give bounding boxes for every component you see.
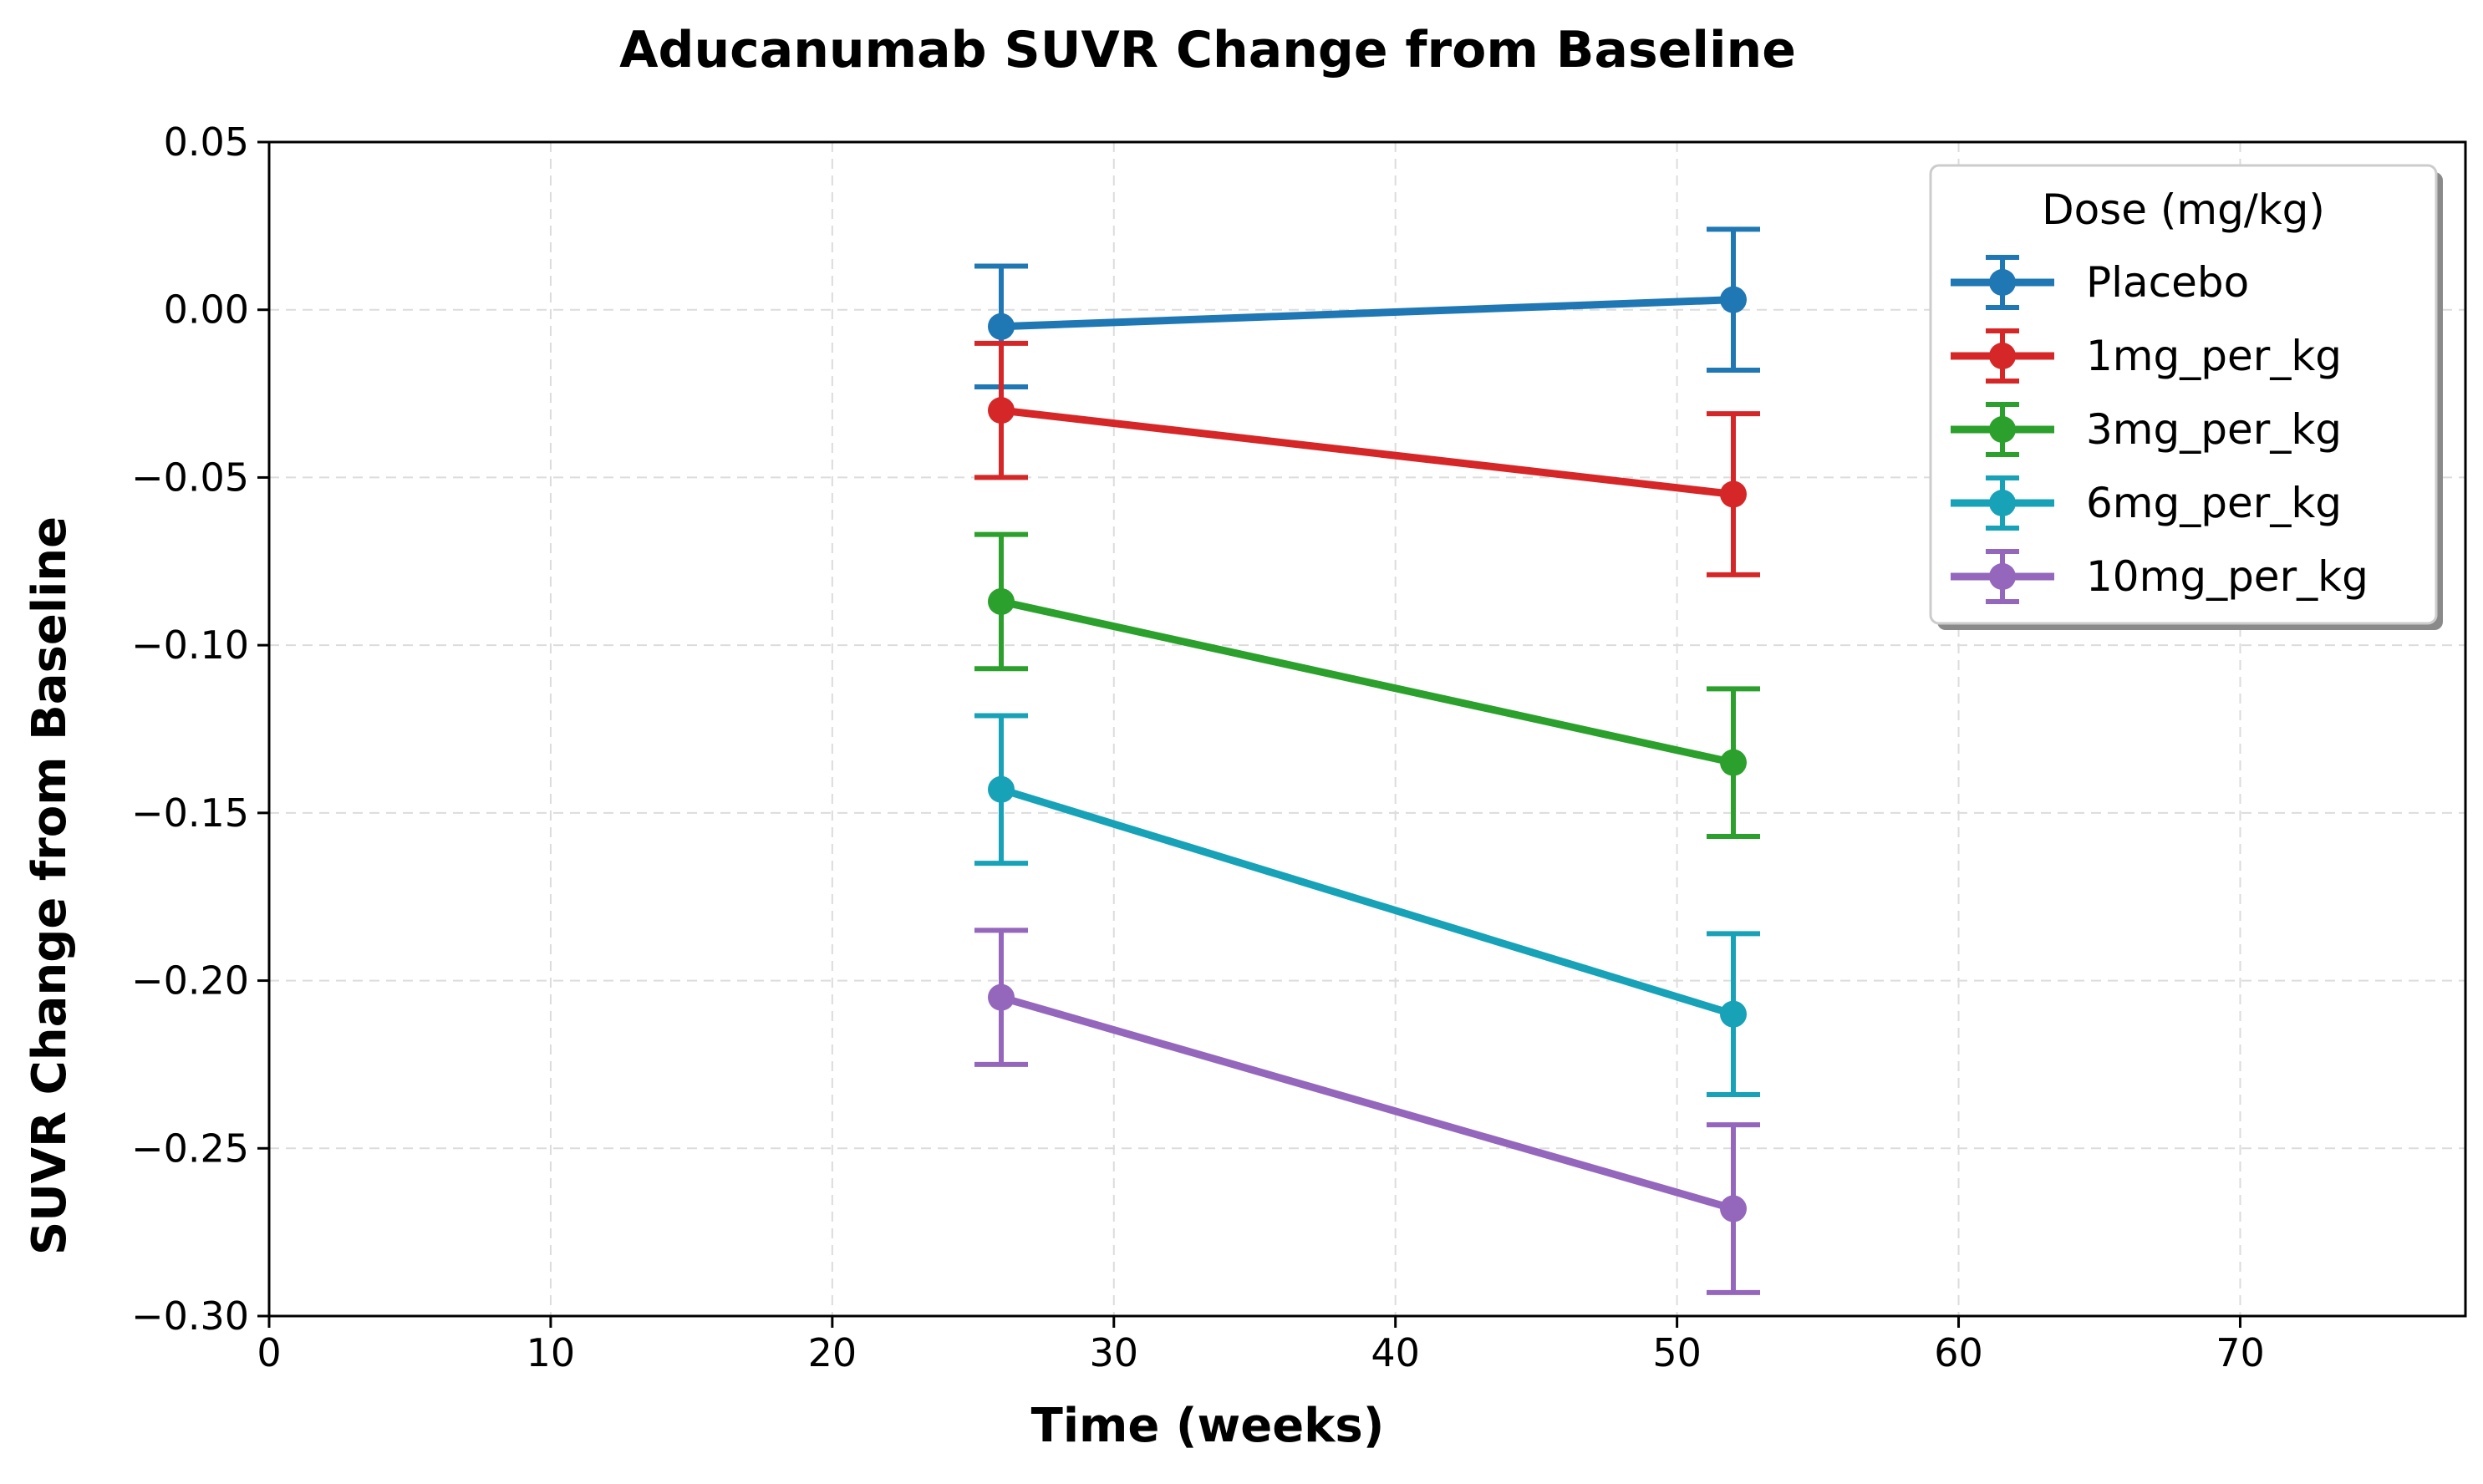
legend-item: 6mg_per_kg	[1951, 475, 2342, 531]
series-10mg_per_kg	[974, 928, 1760, 1295]
x-tick-label: 40	[1371, 1330, 1420, 1375]
series-3mg_per_kg	[974, 531, 1760, 839]
data-point	[1720, 1000, 1747, 1028]
x-axis-label: Time (weeks)	[1031, 1399, 1385, 1453]
data-point	[1720, 286, 1747, 313]
series-line	[1000, 994, 1735, 1212]
legend: Dose (mg/kg) Placebo 1mg_per_kg 3mg_per_kg 6…	[1929, 164, 2443, 630]
series-Placebo	[974, 226, 1760, 390]
legend-swatch-marker	[1989, 343, 2016, 369]
y-axis-label: SUVR Change from Baseline	[23, 516, 77, 1255]
data-point	[988, 775, 1015, 803]
data-point	[1720, 749, 1747, 776]
y-tick-label: 0.00	[164, 287, 249, 333]
legend-item: 1mg_per_kg	[1951, 328, 2342, 384]
series-1mg_per_kg	[974, 340, 1760, 577]
y-tick-label: −0.10	[131, 623, 249, 668]
x-tick-label: 10	[527, 1330, 576, 1375]
plot-frame	[267, 140, 2467, 1318]
x-tick-label: 50	[1652, 1330, 1702, 1375]
data-point	[1720, 1195, 1747, 1222]
x-tick-label: 0	[257, 1330, 281, 1375]
data-point	[988, 313, 1015, 340]
data-point	[988, 397, 1015, 424]
data-point	[1720, 480, 1747, 508]
legend-label: 3mg_per_kg	[2086, 405, 2342, 454]
legend-swatch-marker	[1989, 490, 2016, 516]
series-line	[1000, 406, 1734, 498]
legend-box	[1929, 164, 2438, 625]
legend-label: 6mg_per_kg	[2086, 479, 2342, 527]
x-tick-label: 70	[2216, 1330, 2265, 1375]
axes: 0 10 20 30 40 50 60 70 0.05 0.00 −0.05 −0.10 −0.15 −0…	[131, 119, 2467, 1375]
y-tick-label: 0.05	[164, 119, 249, 165]
x-tick-label: 20	[808, 1330, 857, 1375]
series-line	[1000, 597, 1734, 767]
y-tick-label: −0.05	[131, 455, 249, 500]
chart-title: Aducanumab SUVR Change from Baseline	[619, 21, 1796, 79]
legend-item: Placebo	[1951, 255, 2249, 310]
legend-swatch-marker	[1989, 269, 2016, 296]
series-line	[1000, 296, 1734, 331]
y-tick-label: −0.25	[131, 1126, 249, 1171]
legend-label: 10mg_per_kg	[2086, 552, 2369, 601]
data-point	[988, 983, 1015, 1011]
y-tick-label: −0.30	[131, 1293, 249, 1339]
series-layer	[974, 226, 1760, 1295]
legend-title: Dose (mg/kg)	[2042, 186, 2325, 234]
legend-item: 3mg_per_kg	[1951, 402, 2342, 457]
series-line	[1000, 785, 1735, 1019]
legend-item: 10mg_per_kg	[1951, 549, 2369, 604]
legend-label: 1mg_per_kg	[2086, 332, 2342, 380]
legend-label: Placebo	[2086, 258, 2249, 307]
y-tick-label: −0.15	[131, 790, 249, 836]
data-point	[988, 587, 1015, 615]
x-tick-label: 30	[1089, 1330, 1138, 1375]
y-tick-label: −0.20	[131, 958, 249, 1004]
x-tick-label: 60	[1934, 1330, 1983, 1375]
legend-swatch-marker	[1989, 563, 2016, 590]
legend-swatch-marker	[1989, 416, 2016, 443]
series-6mg_per_kg	[974, 713, 1760, 1098]
